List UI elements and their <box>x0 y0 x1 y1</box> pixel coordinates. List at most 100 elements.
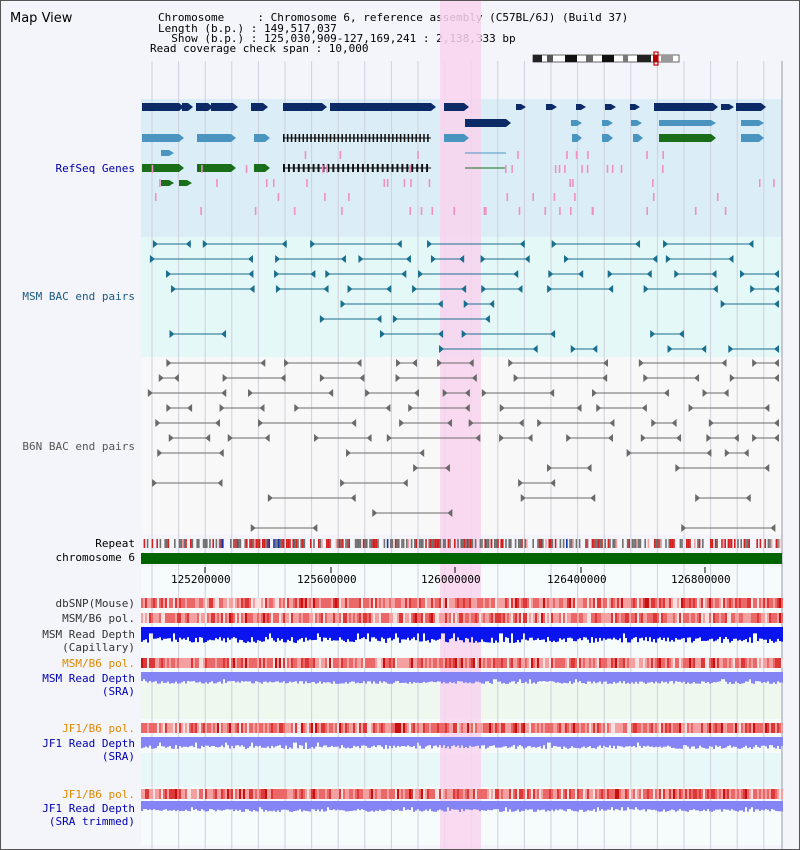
track-label-refseq: RefSeq Genes <box>55 162 135 175</box>
read-depth-bar <box>651 672 653 682</box>
polymorphism-cell <box>711 789 713 799</box>
read-depth-bar <box>333 627 335 641</box>
refseq-gene-track[interactable] <box>142 103 775 215</box>
polymorphism-cell <box>433 723 435 733</box>
read-depth-bar <box>275 627 277 642</box>
read-depth-bar <box>603 737 605 746</box>
read-depth-bar <box>505 672 507 684</box>
read-depth-bar <box>471 801 473 811</box>
read-depth-bar <box>255 672 257 682</box>
read-depth-bar <box>699 672 701 684</box>
read-depth-bar <box>237 737 239 746</box>
polymorphism-cell <box>319 613 321 623</box>
polymorphism-cell <box>765 789 767 799</box>
read-depth-bar <box>313 801 315 810</box>
polymorphism-cell <box>517 723 519 733</box>
polymorphism-cell <box>371 789 373 799</box>
polymorphism-cell <box>751 789 753 799</box>
read-depth-bar <box>483 801 485 811</box>
msm-bac-track[interactable] <box>149 240 779 353</box>
read-depth-bar <box>593 801 595 810</box>
repeat-mark <box>431 539 434 548</box>
read-depth-bar <box>473 737 475 747</box>
polymorphism-cell <box>495 613 497 623</box>
read-depth-bar <box>301 737 303 746</box>
gene-exon <box>353 134 355 142</box>
read-depth-bar <box>717 801 719 810</box>
polymorphism-cell <box>489 598 491 608</box>
read-depth-bar <box>311 627 313 641</box>
polymorphism-cell <box>741 598 743 608</box>
polymorphism-cell <box>623 789 625 799</box>
polymorphism-cell <box>627 658 629 668</box>
gene-feature <box>283 103 322 111</box>
bac-end-marker <box>350 494 356 502</box>
polymorphism-cell <box>223 598 225 608</box>
read-depth-bar <box>313 627 315 641</box>
read-depth-bar <box>713 627 715 642</box>
read-depth-bar <box>537 737 539 747</box>
polymorphism-cell <box>685 613 687 623</box>
read-depth-bar <box>725 672 727 682</box>
polymorphism-cell <box>369 613 371 623</box>
polymorphism-cell <box>489 658 491 668</box>
read-depth-bar <box>521 737 523 747</box>
read-depth-bar <box>571 672 573 684</box>
read-depth-bar <box>257 627 259 641</box>
repeat-mark <box>654 539 656 548</box>
polymorphism-cell <box>385 789 387 799</box>
polymorphism-cell <box>479 723 481 733</box>
read-depth-bar <box>211 627 213 641</box>
polymorphism-cell <box>773 613 775 623</box>
read-depth-bar <box>699 627 701 638</box>
bac-end-marker <box>638 359 644 367</box>
repeat-mark <box>497 539 499 548</box>
polymorphism-cell <box>169 613 171 623</box>
read-depth-bar <box>611 737 613 749</box>
gene-exon <box>327 164 330 172</box>
read-depth-bar <box>719 672 721 682</box>
polymorphism-cell <box>571 613 573 623</box>
read-depth-bar <box>289 672 291 682</box>
repeat-mark <box>639 539 642 548</box>
polymorphism-cell <box>569 658 571 668</box>
read-depth-bar <box>351 627 353 642</box>
polymorphism-cell <box>661 598 663 608</box>
read-depth-bar <box>719 801 721 810</box>
polymorphism-cell <box>477 658 479 668</box>
bac-end-marker <box>275 285 281 293</box>
read-depth-bar <box>691 801 693 811</box>
polymorphism-cell <box>245 598 247 608</box>
read-depth-bar <box>371 737 373 747</box>
polymorphism-cell <box>673 613 675 623</box>
polymorphism-cell <box>781 598 783 608</box>
polymorphism-cell <box>781 723 783 733</box>
read-depth-bar <box>291 672 293 683</box>
read-depth-bar <box>149 672 151 682</box>
read-depth-bar <box>669 737 671 747</box>
read-depth-bar <box>633 672 635 684</box>
read-depth-bar <box>189 672 191 682</box>
gene-feature <box>572 134 577 142</box>
read-depth-bar <box>167 627 169 639</box>
read-depth-bar <box>743 627 745 640</box>
polymorphism-cell <box>423 658 425 668</box>
polymorphism-cell <box>281 658 283 668</box>
bac-end-marker <box>264 434 270 442</box>
read-depth-bar <box>305 627 307 638</box>
b6n-bac-track[interactable] <box>147 359 779 532</box>
polymorphism-cell <box>503 789 505 799</box>
repeat-mark <box>686 539 688 548</box>
bac-end-marker <box>168 434 174 442</box>
refseq-mark <box>304 151 307 159</box>
polymorphism-cell <box>379 658 381 668</box>
polymorphism-cell <box>439 598 441 608</box>
read-depth-bar <box>545 801 547 812</box>
read-depth-bar <box>699 801 701 812</box>
read-depth-bar <box>263 672 265 682</box>
read-depth-bar <box>565 737 567 748</box>
polymorphism-cell <box>443 723 445 733</box>
read-depth-bar <box>629 627 631 643</box>
read-depth-bar <box>511 672 513 682</box>
